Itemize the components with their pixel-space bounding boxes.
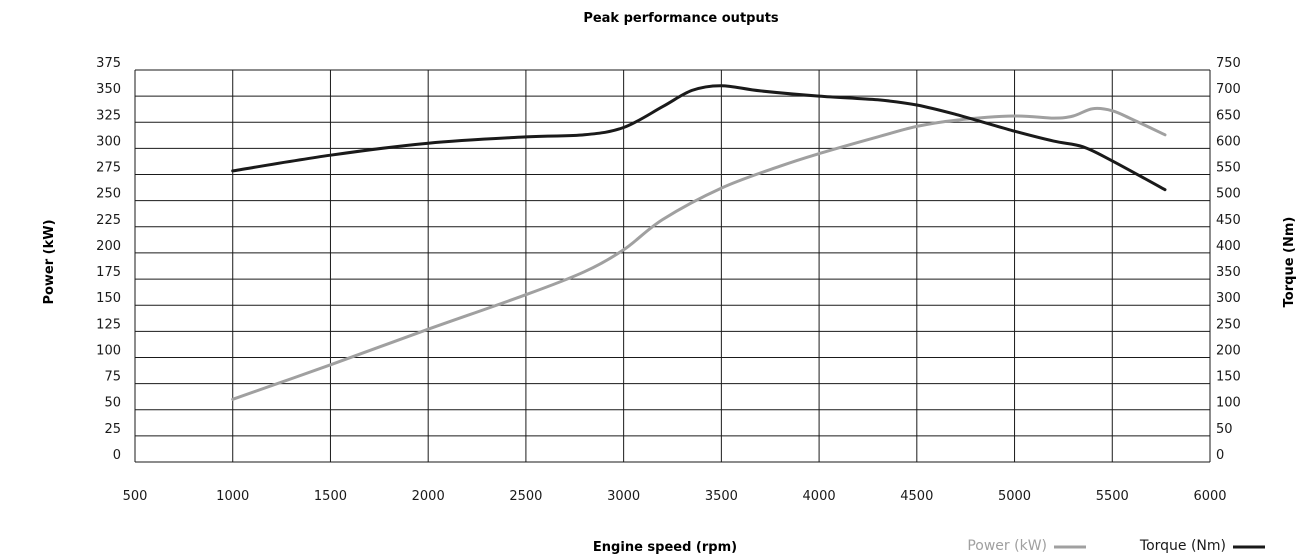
y-left-tick-label: 350 [96,82,121,97]
x-tick-label: 500 [123,489,148,504]
x-tick-label: 3000 [607,489,640,504]
x-tick-label: 4500 [900,489,933,504]
y-right-tick-label: 350 [1216,265,1241,280]
y-left-tick-label: 250 [96,187,121,202]
y-right-tick-label: 300 [1216,291,1241,306]
y-left-tick-label: 0 [113,448,121,463]
x-axis-title: Engine speed (rpm) [593,540,737,555]
plot-frame [134,70,1211,462]
series-line-power [231,106,1167,401]
grid [135,69,1210,463]
y-axis-left-ticks: 0 25 50 75 100 125 150 175 200 225 250 275 300 325 350… [96,56,121,463]
y-right-tick-label: 500 [1216,187,1241,202]
y-right-tick-label: 450 [1216,213,1241,228]
legend-power-label: Power (kW) [967,538,1047,554]
chart-title: Peak performance outputs [583,11,779,26]
y-left-tick-label: 150 [96,291,121,306]
y-right-tick-label: 0 [1216,448,1224,463]
y-axis-left-title: Power (kW) [42,219,57,304]
x-tick-label: 1500 [314,489,347,504]
y-left-tick-label: 75 [104,370,121,385]
y-right-tick-label: 750 [1216,56,1241,71]
y-left-tick-label: 100 [96,343,121,358]
series-lines [231,84,1167,401]
x-tick-label: 4000 [803,489,836,504]
y-left-tick-label: 275 [96,161,121,176]
legend: Power (kW) Torque (Nm) [967,538,1265,554]
y-left-tick-label: 175 [96,265,121,280]
x-tick-label: 2500 [509,489,542,504]
y-left-tick-label: 375 [96,56,121,71]
x-tick-label: 2000 [412,489,445,504]
y-right-tick-label: 650 [1216,108,1241,123]
x-tick-label: 6000 [1193,489,1226,504]
x-tick-label: 5000 [998,489,1031,504]
y-left-tick-label: 25 [104,422,121,437]
x-tick-label: 5500 [1096,489,1129,504]
y-right-tick-label: 400 [1216,239,1241,254]
y-right-tick-label: 600 [1216,134,1241,149]
y-right-tick-label: 150 [1216,370,1241,385]
legend-torque-label: Torque (Nm) [1139,538,1226,554]
y-left-tick-label: 200 [96,239,121,254]
y-axis-right-ticks: 0 50 100 150 200 250 300 350 400 450 500 550 600 650 7… [1216,56,1241,463]
y-left-tick-label: 225 [96,213,121,228]
y-right-tick-label: 100 [1216,396,1241,411]
y-left-tick-label: 300 [96,134,121,149]
y-left-tick-label: 50 [104,396,121,411]
y-left-tick-label: 125 [96,317,121,332]
x-tick-label: 1000 [216,489,249,504]
y-left-tick-label: 325 [96,108,121,123]
x-tick-label: 3500 [705,489,738,504]
y-axis-right-title: Torque (Nm) [1282,217,1297,308]
y-right-tick-label: 550 [1216,161,1241,176]
x-axis-ticks: 500 1000 1500 2000 2500 3000 3500 4000 4500 5000 5… [123,489,1227,504]
series-line-torque [231,84,1167,192]
y-right-tick-label: 700 [1216,82,1241,97]
y-right-tick-label: 50 [1216,422,1233,437]
y-right-tick-label: 200 [1216,343,1241,358]
y-right-tick-label: 250 [1216,317,1241,332]
